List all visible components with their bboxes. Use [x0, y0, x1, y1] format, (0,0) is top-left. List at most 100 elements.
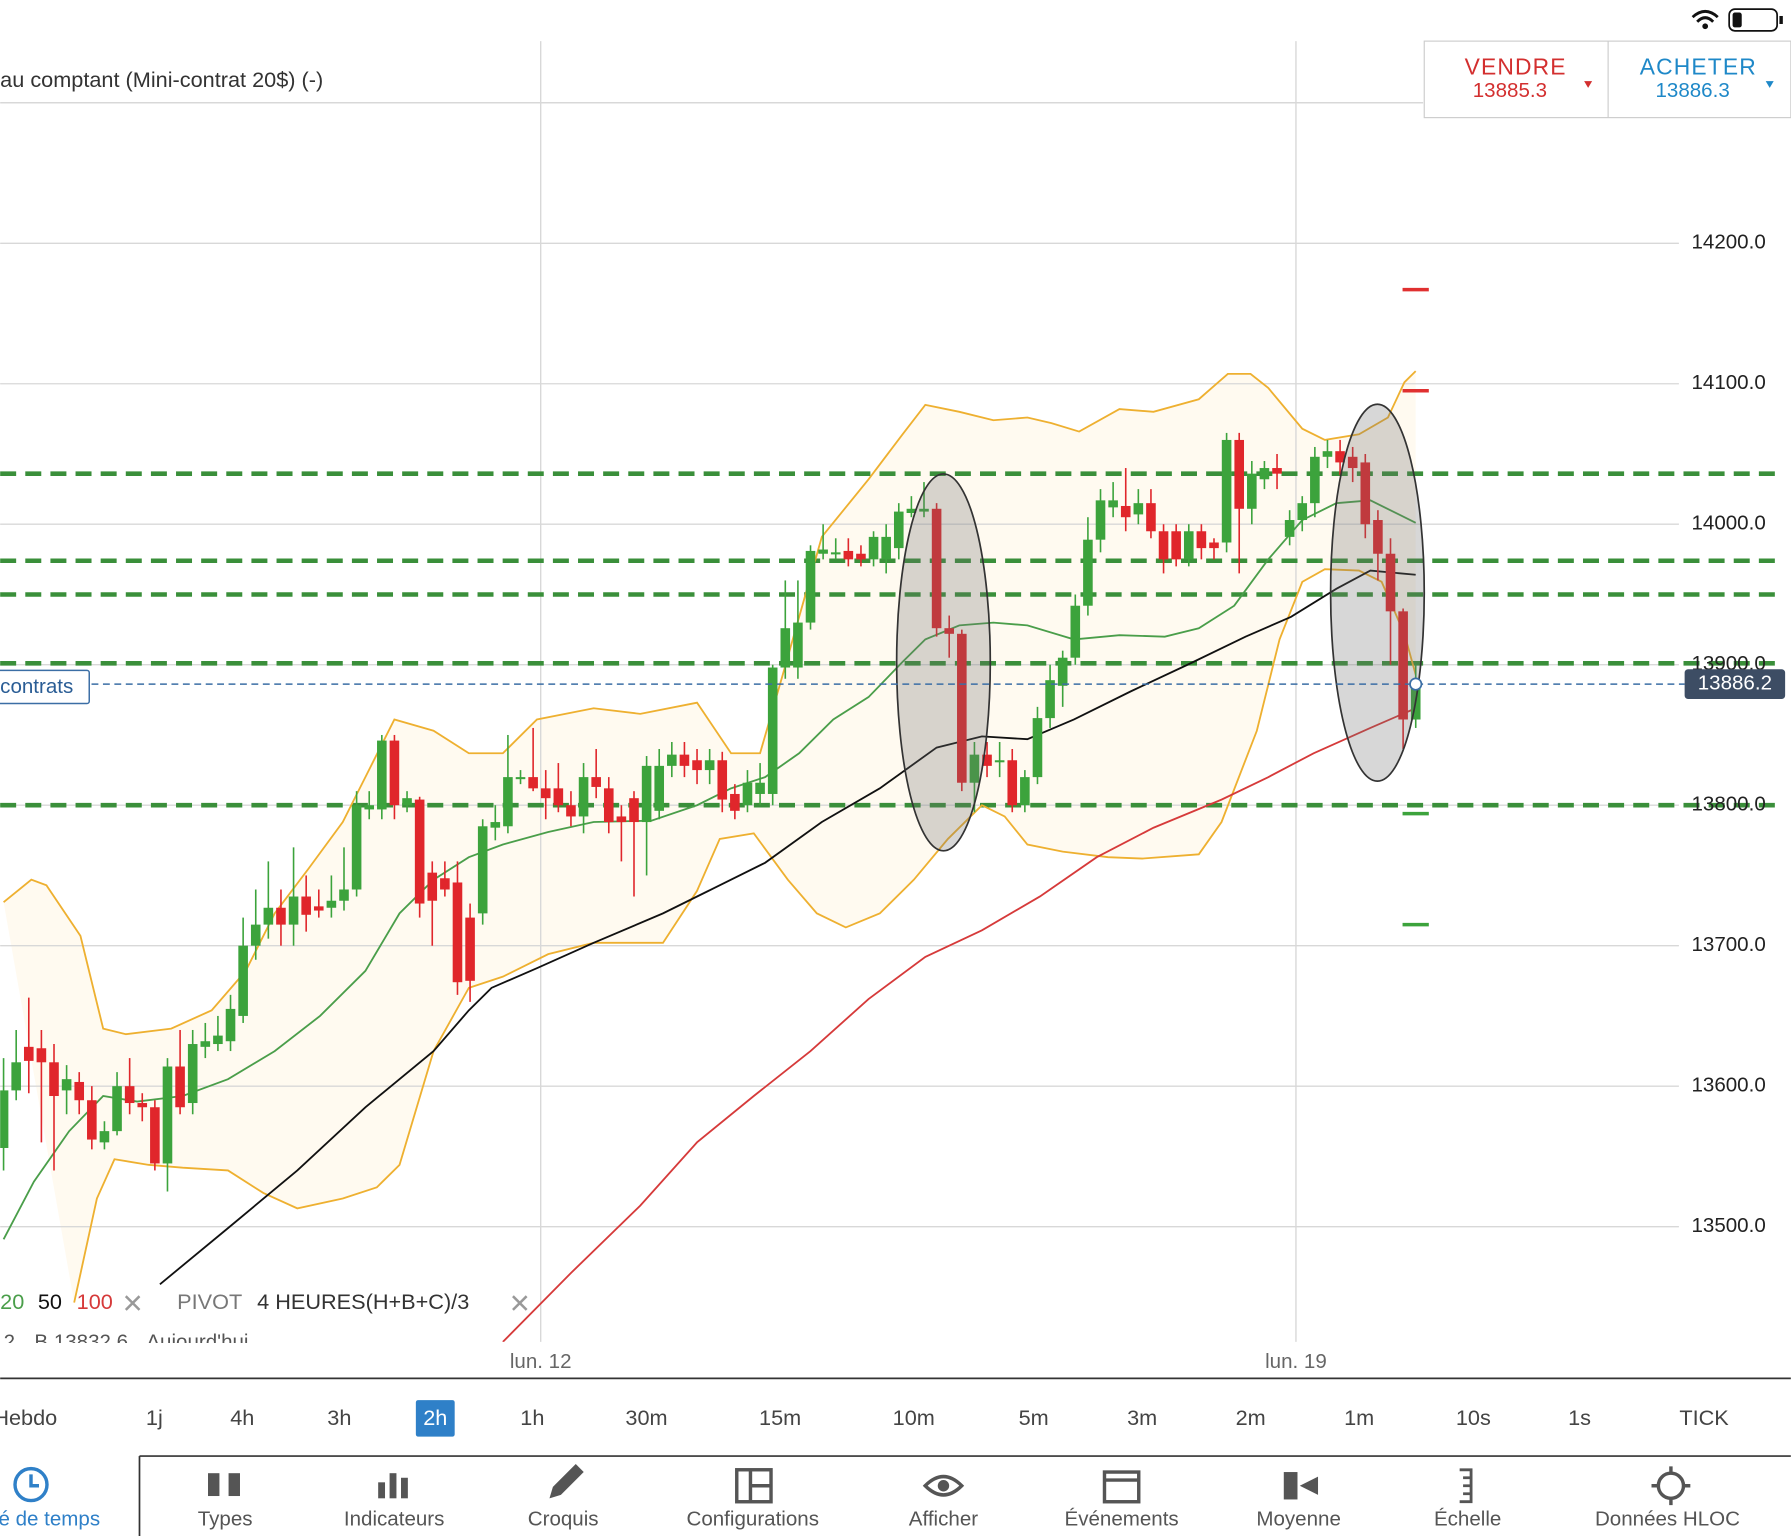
candle-body	[1196, 531, 1207, 549]
candle-body	[11, 1062, 21, 1091]
candle-body	[730, 793, 740, 811]
candle-body	[1057, 657, 1068, 686]
candle-body	[767, 667, 778, 794]
candle-body	[351, 805, 362, 890]
timeframe-option[interactable]: 1h	[520, 1405, 544, 1430]
timeframe-option[interactable]: 3m	[1127, 1405, 1157, 1430]
toolbar-button[interactable]: Données HLOC	[1595, 1507, 1740, 1530]
candle-body	[1070, 605, 1081, 658]
timeframe-option[interactable]: 2m	[1236, 1405, 1266, 1430]
candle-body	[1221, 439, 1232, 543]
timeframe-option[interactable]: 10m	[893, 1405, 935, 1430]
candle-body	[692, 760, 702, 771]
y-tick-label: 13800.0	[1691, 793, 1765, 816]
moving-average	[502, 707, 1417, 1342]
y-tick-label: 14200.0	[1691, 231, 1765, 254]
candle-body	[1335, 451, 1345, 463]
toolbar-button[interactable]: é de temps	[0, 1507, 100, 1530]
toolbar-button[interactable]: Moyenne	[1256, 1507, 1341, 1530]
timeframe-option[interactable]: 10s	[1456, 1405, 1491, 1430]
position-box[interactable]	[0, 669, 90, 705]
candle-body	[931, 508, 942, 629]
sell-label[interactable]: VENDRE	[1465, 54, 1567, 80]
candle-body	[301, 896, 311, 915]
candle-body	[1171, 531, 1181, 560]
band-line	[3, 370, 1417, 1036]
candle-body	[1133, 503, 1144, 515]
candle-body	[187, 1044, 198, 1104]
candle-body	[654, 765, 665, 811]
candle-body	[679, 754, 690, 766]
status-icons	[1691, 8, 1783, 32]
position-label[interactable]: contrats	[0, 675, 73, 698]
timeframe-option[interactable]: 1j	[146, 1405, 163, 1430]
candle-body	[856, 553, 866, 560]
buy-label[interactable]: ACHETER	[1640, 54, 1757, 80]
timeframe-option[interactable]: Hebdo	[0, 1405, 57, 1430]
toolbar-button[interactable]: Indicateurs	[344, 1507, 445, 1530]
timeframe-selected[interactable]	[415, 1400, 455, 1437]
timeframe-option[interactable]: 1m	[1344, 1405, 1374, 1430]
candle-body	[868, 536, 879, 560]
candle-body	[957, 633, 967, 783]
timeframe-option[interactable]: 2h	[423, 1405, 447, 1430]
candle-body	[755, 782, 765, 794]
timeframe-option[interactable]: 3h	[327, 1405, 351, 1430]
candle-body	[1146, 503, 1156, 532]
timeframe-bar: Hebdo 1j 4h 3h 2h 1h 30m 15m 10m 5m 3m 2m 1m 10s 1s TIC…	[0, 1400, 1729, 1437]
candle-body	[112, 1086, 122, 1132]
candle-body	[452, 882, 463, 983]
candle-body	[49, 1062, 59, 1097]
candle-body	[540, 788, 551, 799]
toolbar-button[interactable]: Configurations	[686, 1507, 818, 1530]
candle-body	[1347, 456, 1358, 469]
info-text: 2	[4, 1330, 15, 1353]
toolbar-button[interactable]: Croquis	[528, 1507, 599, 1530]
candle-body	[74, 1081, 85, 1101]
band-line	[73, 568, 1417, 1303]
timeframe-option[interactable]: 30m	[625, 1405, 667, 1430]
timeframe-option[interactable]: TICK	[1679, 1405, 1729, 1430]
info-text: B 13832.6	[34, 1330, 128, 1353]
candle-body	[1272, 468, 1282, 474]
close-icon[interactable]	[124, 1295, 141, 1311]
toolbar-button[interactable]: Événements	[1065, 1507, 1179, 1530]
buy-price[interactable]: 13886.3	[1655, 79, 1729, 102]
candle-body	[629, 798, 639, 823]
close-icon[interactable]	[512, 1295, 528, 1311]
candle-body	[0, 1090, 9, 1148]
candle-body	[1158, 531, 1169, 560]
timeframe-option[interactable]: 15m	[759, 1405, 801, 1430]
toolbar-button[interactable]: Échelle	[1434, 1507, 1501, 1530]
candle-body	[36, 1048, 47, 1063]
info-text: Aujourd'hui	[146, 1330, 248, 1353]
annotation-ellipse	[1329, 403, 1426, 782]
moving-average	[159, 569, 1416, 1286]
toolbar-button[interactable]: Types	[198, 1507, 253, 1530]
buy-button[interactable]: ACHETER 13886.3	[1640, 54, 1774, 102]
quote-box: VENDRE 13885.3 ACHETER 13886.3	[1423, 40, 1791, 119]
candle-body	[364, 805, 375, 810]
candle-body	[339, 889, 349, 901]
candle-body	[578, 777, 589, 817]
candle-body	[1108, 500, 1118, 508]
candle-body	[87, 1100, 97, 1140]
sell-price[interactable]: 13885.3	[1473, 79, 1547, 102]
y-tick-label: 14100.0	[1691, 371, 1765, 394]
candle-body	[906, 508, 917, 513]
toolbar-button[interactable]: Afficher	[909, 1507, 978, 1530]
candle-body	[515, 777, 526, 780]
timeframe-option[interactable]: 4h	[230, 1405, 254, 1430]
candle-body	[1209, 542, 1219, 549]
timeframe-option[interactable]: 5m	[1019, 1405, 1049, 1430]
candle-body	[137, 1103, 148, 1108]
timeframe-option[interactable]: 1s	[1568, 1405, 1591, 1430]
candle-body	[150, 1107, 160, 1164]
sell-button[interactable]: VENDRE 13885.3	[1465, 54, 1593, 102]
candle-body	[1373, 520, 1383, 554]
y-tick-label: 13700.0	[1691, 933, 1765, 956]
candle-body	[477, 826, 488, 914]
candle-body	[465, 917, 475, 981]
candle-body	[1247, 473, 1257, 509]
